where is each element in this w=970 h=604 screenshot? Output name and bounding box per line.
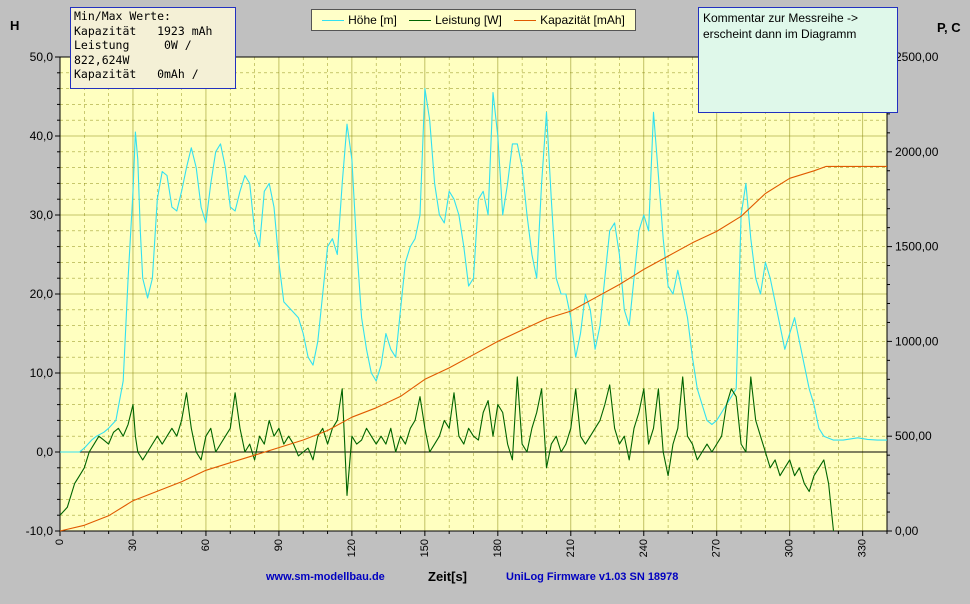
firmware-info: UniLog Firmware v1.03 SN 18978 [506,571,679,583]
tick-labels: 0 30 60 90 120 150 180 210 240 270 300 330 -10,0 0,0 1… [26,50,939,557]
x-tick-label: 60 [200,539,212,551]
y-right-tick-label: 1000,00 [895,334,939,348]
y-left-tick-label: 20,0 [30,287,54,301]
y-right-tick-label: 0,00 [895,524,919,538]
minmax-line: Kapazität 0mAh / [74,67,199,81]
legend-swatch [322,19,345,21]
y-right-tick-label: 2000,00 [895,145,939,159]
legend-label: Höhe [m] [348,13,397,27]
legend-swatch [514,19,537,21]
minmax-line: Leistung 0W / [74,38,192,52]
legend-item-leistung: Leistung [W] [409,13,502,27]
legend-item-hoehe: Höhe [m] [322,13,397,27]
website-link[interactable]: www.sm-modellbau.de [266,571,385,583]
x-tick-label: 120 [346,539,358,557]
legend: Höhe [m] Leistung [W] Kapazität [mAh] [311,9,636,31]
y-left-tick-label: -10,0 [26,524,54,538]
x-tick-label: 180 [492,539,504,557]
legend-item-kapazitaet: Kapazität [mAh] [514,13,625,27]
legend-label: Leistung [W] [435,13,502,27]
y-left-axis-label: H [10,18,20,33]
y-right-tick-label: 1500,00 [895,240,939,254]
legend-label: Kapazität [mAh] [540,13,625,27]
axes [55,56,892,536]
y-left-tick-label: 10,0 [30,366,54,380]
x-tick-label: 90 [273,539,285,551]
comment-line: Kommentar zur Messreihe -> [703,11,859,25]
y-left-tick-label: 40,0 [30,129,54,143]
series-leistung-line [59,376,835,532]
minmax-line: Min/Max Werte: [74,9,171,23]
y-left-tick-label: 30,0 [30,208,54,222]
minmax-line: 822,624W [74,52,130,67]
minmax-box: Min/Max Werte: Kapazität 1923 mAh Leistung… [70,7,236,89]
y-right-tick-label: 500,00 [895,429,932,443]
legend-swatch [409,19,432,21]
comment-box: Kommentar zur Messreihe -> erscheint dan… [698,7,898,113]
x-tick-label: 240 [638,539,650,557]
x-tick-label: 270 [711,539,723,557]
y-right-axis-label: P, C [937,20,961,35]
series-lines [59,88,887,532]
x-tick-label: 210 [565,539,577,557]
comment-line: erscheint dann im Diagramm [703,27,857,41]
series-kapazitaet-line [59,165,887,532]
series-hoehe-line [60,88,887,453]
x-axis-label: Zeit[s] [428,569,467,584]
y-right-tick-label: 2500,00 [895,50,939,64]
x-tick-label: 300 [784,539,796,557]
minmax-line: Kapazität 1923 mAh [74,23,213,38]
x-tick-label: 30 [127,539,139,551]
y-left-tick-label: 50,0 [30,50,54,64]
x-tick-label: 330 [857,539,869,557]
y-left-tick-label: 0,0 [36,445,53,459]
x-tick-label: 0 [54,539,66,545]
x-tick-label: 150 [419,539,431,557]
